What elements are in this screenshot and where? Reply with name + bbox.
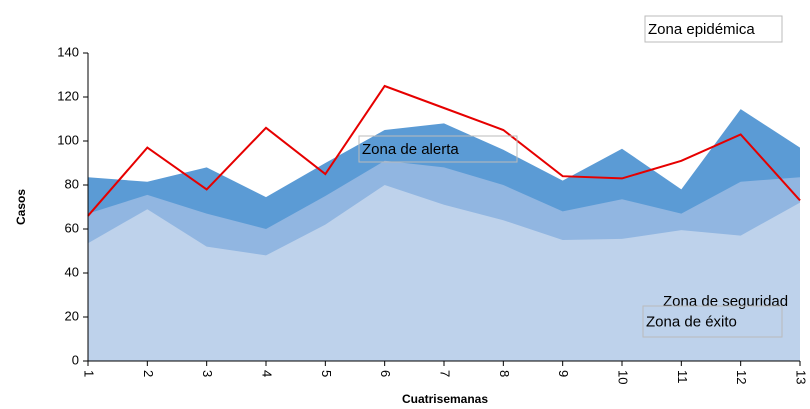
- y-tick-label: 80: [65, 176, 79, 191]
- x-tick-label: 10: [616, 370, 631, 384]
- zone-label-box: [358, 135, 518, 163]
- x-tick-label: 9: [556, 370, 571, 377]
- zone-label: Zona de alerta: [362, 141, 459, 158]
- y-tick-label: 100: [57, 132, 79, 147]
- x-tick-label: 6: [378, 370, 393, 377]
- x-tick-label: 12: [734, 370, 749, 384]
- x-tick-label: 1: [82, 370, 97, 377]
- x-tick-label: 8: [497, 370, 512, 377]
- x-tick-label: 2: [141, 370, 156, 377]
- zone-label: Zona epidémica: [648, 21, 755, 38]
- y-tick-label: 120: [57, 88, 79, 103]
- zone-label-box: [644, 15, 783, 43]
- y-axis-title: Casos: [14, 189, 28, 225]
- y-tick-label: 40: [65, 264, 79, 279]
- zone-label-box: [642, 305, 783, 338]
- x-tick-label: 7: [438, 370, 453, 377]
- x-axis-title: Cuatrisemanas: [402, 392, 488, 406]
- zone-label: Zona de seguridad: [663, 293, 788, 310]
- x-tick-label: 4: [260, 370, 275, 377]
- x-tick-label: 13: [794, 370, 809, 384]
- x-tick-label: 3: [200, 370, 215, 377]
- x-tick-label: 5: [319, 370, 334, 377]
- zone-label: Zona de éxito: [646, 313, 737, 330]
- y-tick-label: 140: [57, 44, 79, 59]
- zone-area: [88, 185, 800, 361]
- x-tick-label: 11: [675, 370, 690, 384]
- case-line: [87, 84, 801, 217]
- y-tick-label: 20: [65, 308, 79, 323]
- y-tick-label: 60: [65, 220, 79, 235]
- y-tick-label: 0: [72, 352, 79, 367]
